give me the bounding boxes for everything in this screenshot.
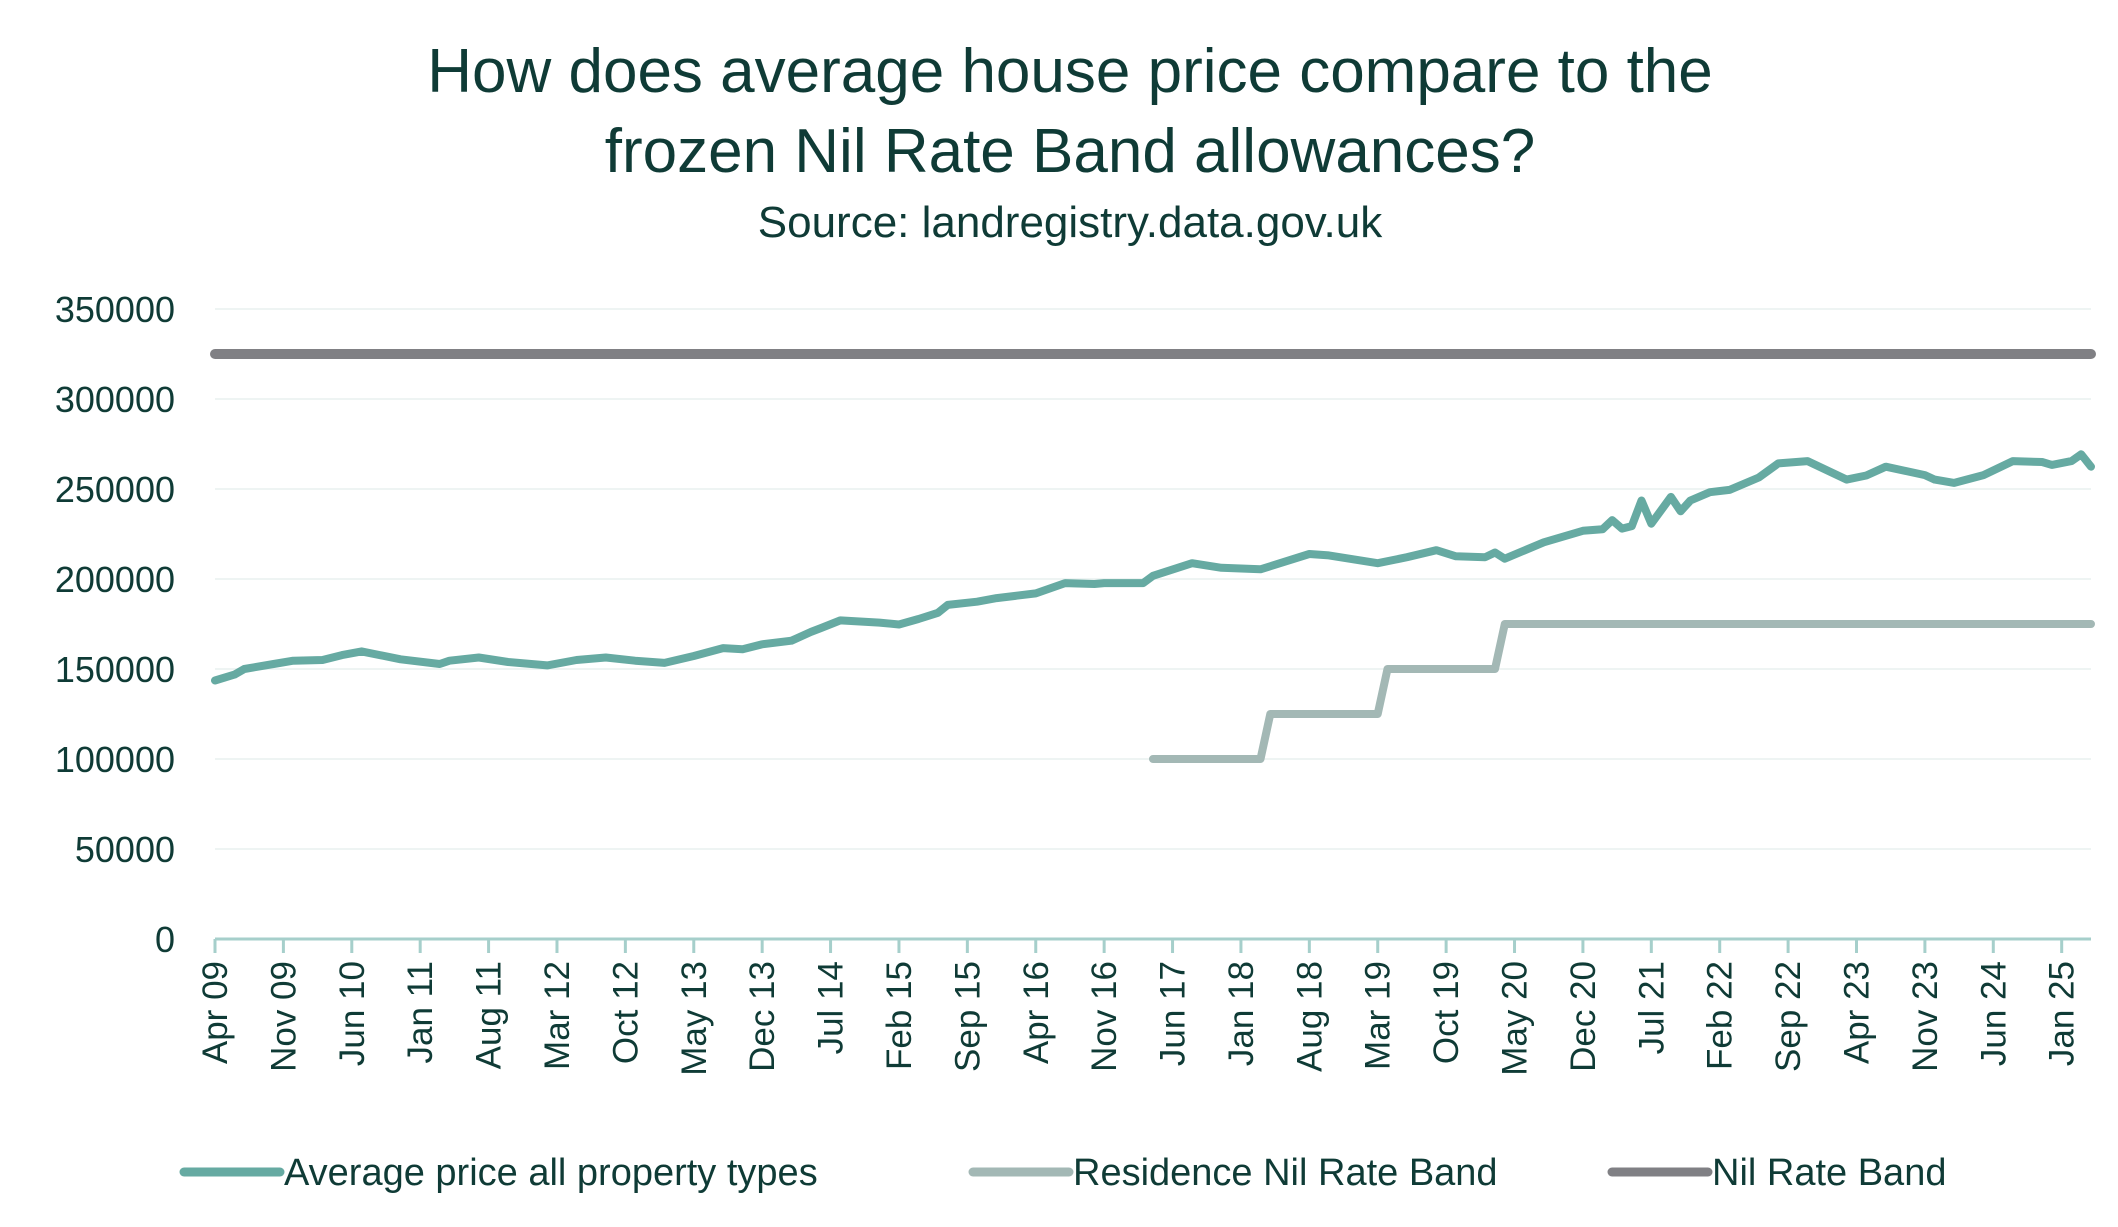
x-tick-label: Sep 15 <box>948 961 987 1072</box>
legend-label: Nil Rate Band <box>1712 1152 1946 1194</box>
x-tick-label: Nov 16 <box>1085 961 1124 1072</box>
x-tick-label: Oct 19 <box>1427 961 1466 1064</box>
x-tick-label: Jun 24 <box>1974 961 2013 1066</box>
y-axis-ticks: 0 50000 100000 150000 200000 250000 300000 3500… <box>55 289 175 960</box>
y-tick-label: 100000 <box>55 739 175 780</box>
x-tick-label: Sep 22 <box>1769 961 1808 1072</box>
legend-label: Residence Nil Rate Band <box>1073 1152 1498 1194</box>
series-line-residence-nil-rate-band <box>1149 620 2095 763</box>
x-tick-label: Jul 14 <box>812 961 851 1054</box>
x-tick-label: Jan 25 <box>2043 961 2082 1066</box>
gridlines <box>215 308 2091 850</box>
x-tick-label: Oct 12 <box>606 961 645 1064</box>
x-tick-label: Jan 18 <box>1222 961 1261 1066</box>
x-tick-label: May 20 <box>1496 961 1535 1076</box>
x-tick-label: Apr 16 <box>1017 961 1056 1064</box>
y-tick-label: 350000 <box>55 289 175 330</box>
x-tick-label: Apr 09 <box>196 961 235 1064</box>
x-tick-label: Apr 23 <box>1838 961 1877 1064</box>
x-tick-label: Mar 19 <box>1359 961 1398 1070</box>
x-tick-label: Jun 17 <box>1154 961 1193 1066</box>
x-tick-label: Nov 09 <box>264 961 303 1072</box>
y-tick-label: 250000 <box>55 469 175 510</box>
series-line-average-price-all-property-types <box>211 450 2095 685</box>
x-tick-label: Feb 22 <box>1701 961 1740 1070</box>
x-axis: Apr 09 Nov 09 Jun 10 Jan 11 Aug 11 Mar 12 Oct … <box>196 937 2091 1076</box>
y-tick-label: 200000 <box>55 559 175 600</box>
x-tick-label: Aug 18 <box>1290 961 1329 1072</box>
chart-subtitle: Source: landregistry.data.gov.uk <box>758 198 1383 247</box>
y-tick-label: 300000 <box>55 379 175 420</box>
y-tick-label: 0 <box>155 919 175 960</box>
x-tick-label: Jan 11 <box>401 961 440 1064</box>
x-tick-label: May 13 <box>675 961 714 1076</box>
y-tick-label: 150000 <box>55 649 175 690</box>
x-tick-label: Jul 21 <box>1632 961 1671 1054</box>
chart-title-line-1: How does average house price compare to … <box>427 37 1713 106</box>
x-tick-label: Nov 23 <box>1906 961 1945 1072</box>
x-tick-label: Dec 20 <box>1564 961 1603 1072</box>
x-tick-label: Dec 13 <box>743 961 782 1072</box>
chart-title-line-2: frozen Nil Rate Band allowances? <box>605 117 1536 186</box>
y-tick-label: 50000 <box>75 829 175 870</box>
x-tick-label: Feb 15 <box>880 961 919 1070</box>
legend: Average price all property types Residenc… <box>179 1152 1946 1194</box>
x-tick-label: Aug 11 <box>470 961 509 1069</box>
x-tick-label: Mar 12 <box>538 961 577 1070</box>
series-lines <box>210 349 2096 763</box>
x-tick-label: Jun 10 <box>333 961 372 1066</box>
legend-label: Average price all property types <box>284 1152 818 1194</box>
